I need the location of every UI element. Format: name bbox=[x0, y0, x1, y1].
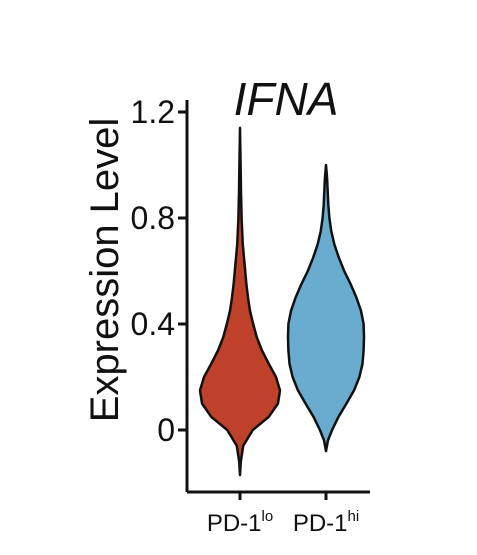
x-tick-label: PD-1hi bbox=[293, 508, 359, 537]
y-axis-label: Expression Level bbox=[83, 118, 127, 423]
chart-title: IFNA bbox=[234, 73, 339, 125]
y-tick-label: 1.2 bbox=[131, 94, 175, 130]
violin-pd1-hi bbox=[286, 163, 366, 453]
x-tick-label: PD-1lo bbox=[207, 508, 273, 537]
y-tick-label: 0.4 bbox=[131, 306, 175, 342]
violin-pd1-lo bbox=[198, 126, 282, 477]
violin-group bbox=[198, 126, 366, 477]
y-axis-ticks: 0 0.4 0.8 1.2 bbox=[131, 94, 187, 448]
y-tick-label: 0 bbox=[157, 412, 175, 448]
y-tick-label: 0.8 bbox=[131, 200, 175, 236]
x-axis-ticks: PD-1lo PD-1hi bbox=[207, 492, 359, 537]
